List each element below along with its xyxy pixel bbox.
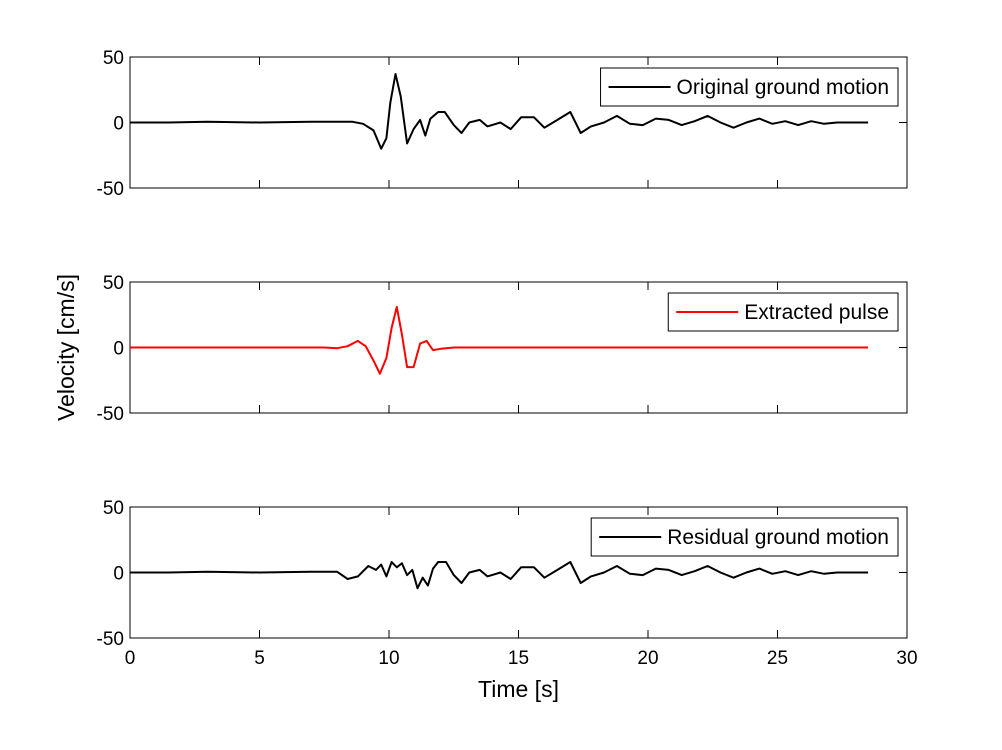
y-tick-label: 50 [103,498,124,519]
y-tick-label: -50 [97,629,124,650]
x-tick-label: 15 [508,648,529,669]
legend-label: Residual ground motion [667,526,889,549]
x-tick-label: 30 [896,648,917,669]
legend: Original ground motion [600,67,899,107]
panel-1: -50 0 50 Original ground motion [97,48,908,200]
x-tick-label: 0 [125,648,136,669]
series-line [130,73,869,150]
y-tick-label: 0 [113,564,124,585]
y-tick-label: -50 [97,179,124,200]
y-tick-label: 0 [113,339,124,360]
x-tick-label: 10 [378,648,399,669]
legend: Residual ground motion [590,517,899,557]
series-line [130,305,869,375]
x-tick-label: 25 [767,648,788,669]
y-tick-label: 50 [103,48,124,69]
x-axis-title: Time [s] [478,676,559,702]
y-tick-label: 0 [113,114,124,135]
x-tick-label: 20 [637,648,658,669]
x-tick-label: 5 [254,648,265,669]
panel-2: -50 0 50 Extracted pulse [97,273,908,425]
legend-label: Extracted pulse [744,301,889,324]
legend-label: Original ground motion [677,76,889,99]
legend: Extracted pulse [667,292,899,332]
y-axis-title: Velocity [cm/s] [53,274,79,421]
y-tick-label: 50 [103,273,124,294]
series-line [130,561,869,590]
y-tick-label: -50 [97,404,124,425]
